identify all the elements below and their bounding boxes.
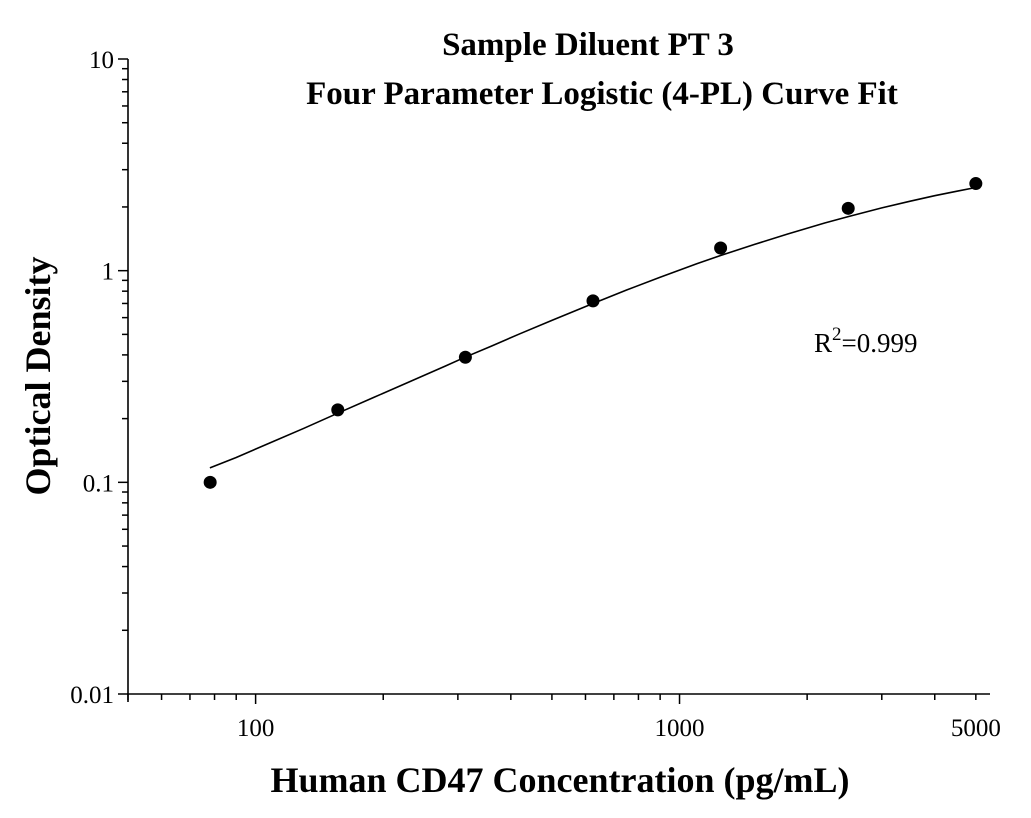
r-squared-base: R [814,328,832,358]
data-point [458,350,472,364]
data-point [331,403,345,417]
axes [127,59,990,702]
x-tick-label: 100 [237,715,275,742]
data-point [586,294,600,308]
data-point [203,475,217,489]
data-point [841,201,855,215]
tick-labels: 0.01 0.1 1 10 100 1000 5000 [70,47,1001,742]
data-point [969,177,983,191]
r-squared-value: =0.999 [842,328,918,358]
y-tick-label: 10 [89,47,114,74]
r-squared-annotation: R2=0.999 [814,324,918,358]
x-axis-title: Human CD47 Concentration (pg/mL) [270,760,849,800]
x-tick-label: 1000 [655,715,705,742]
y-tick-label: 0.01 [70,682,114,709]
data-points [203,177,983,489]
ticks [118,58,977,704]
data-point [714,241,728,255]
chart-title-line-1: Sample Diluent PT 3 [442,27,734,63]
y-tick-label: 1 [102,259,115,286]
chart-title-line-2: Four Parameter Logistic (4-PL) Curve Fit [306,76,898,112]
y-axis-title: Optical Density [18,257,58,496]
r-squared-superscript: 2 [832,324,842,345]
y-tick-label: 0.1 [83,470,114,497]
x-tick-label: 5000 [951,715,1001,742]
